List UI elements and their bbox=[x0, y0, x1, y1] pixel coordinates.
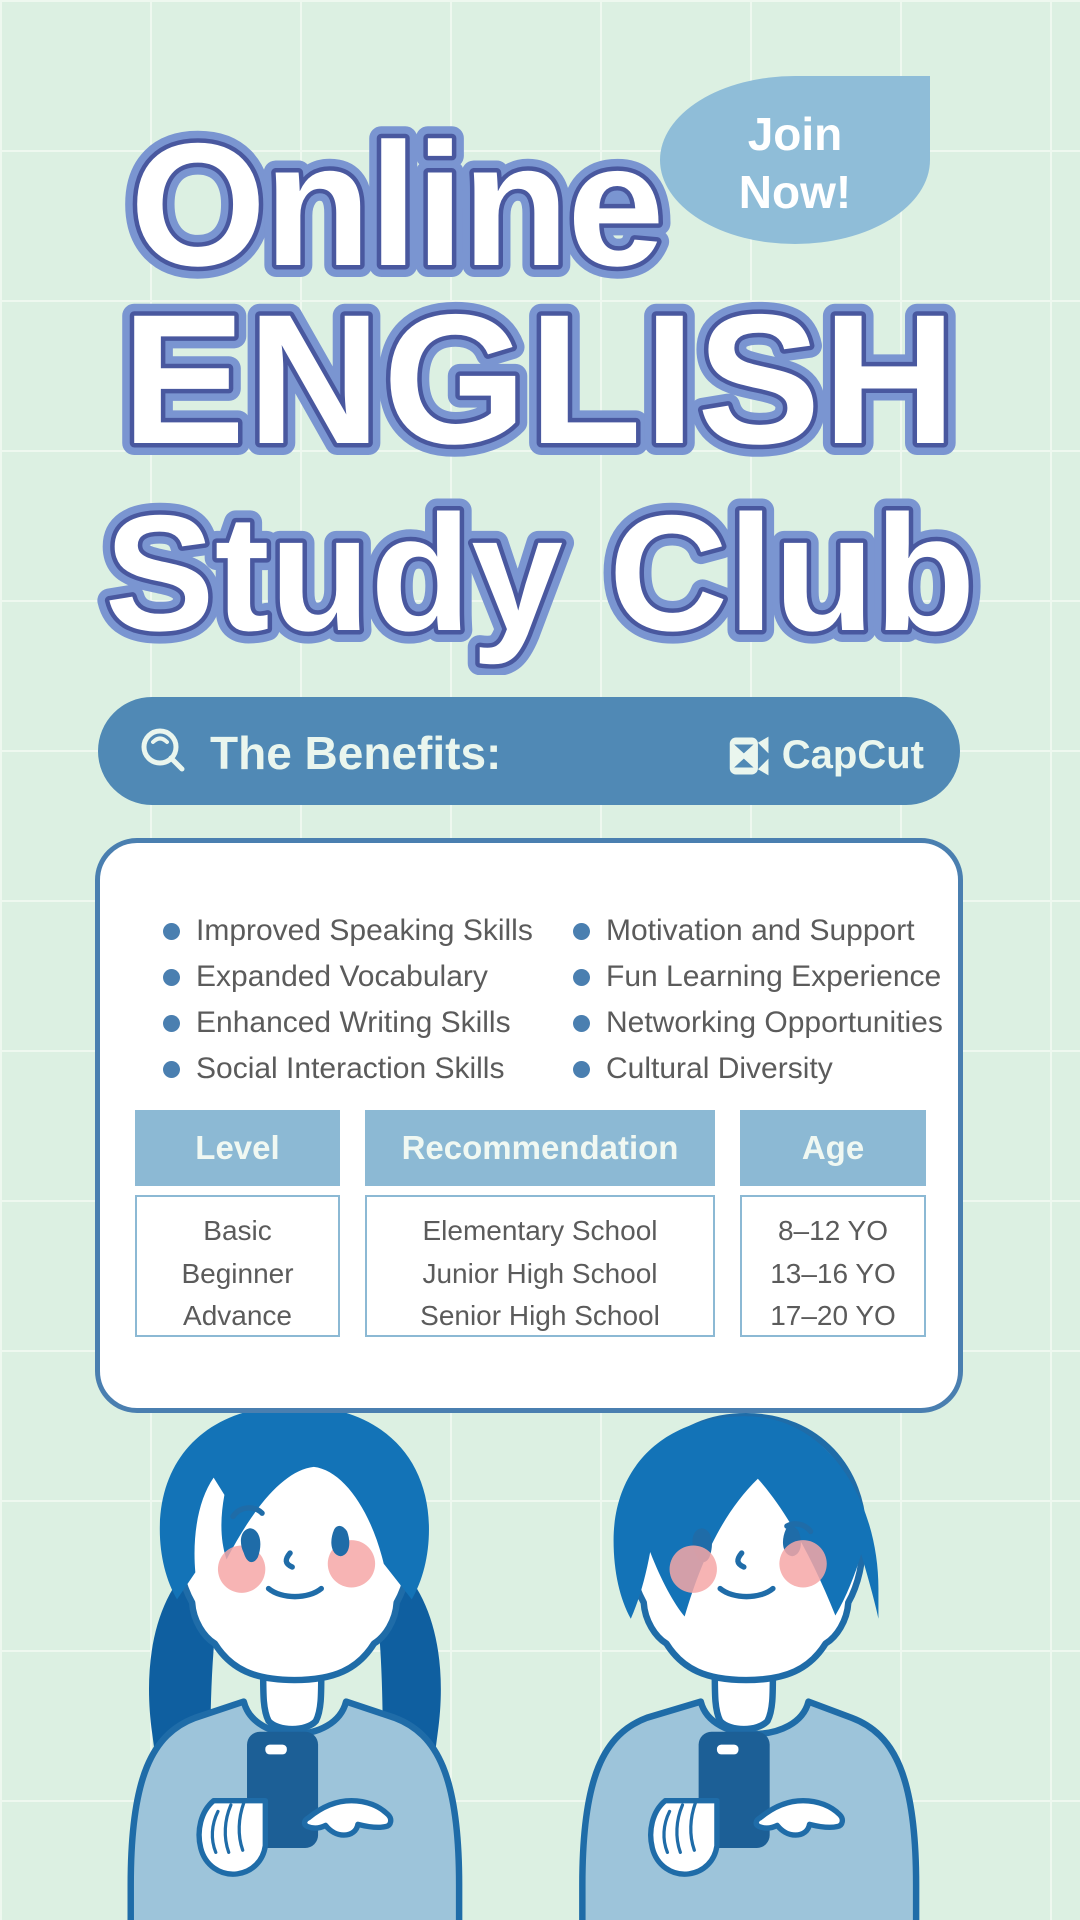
svg-text:ENGLISH: ENGLISH bbox=[122, 278, 958, 478]
svg-text:Study Club: Study Club bbox=[105, 481, 976, 665]
svg-text:Online: Online bbox=[130, 108, 662, 303]
